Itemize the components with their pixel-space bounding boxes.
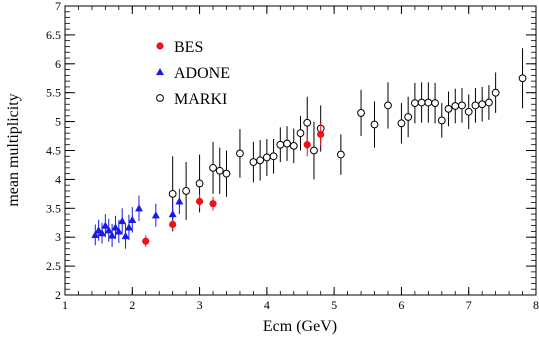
- series-bes: [142, 122, 325, 248]
- adone-point: [101, 221, 110, 229]
- marki-point: [310, 146, 318, 155]
- y-tick-label: 2: [55, 288, 61, 302]
- adone-point: [175, 197, 184, 205]
- marki-point: [249, 158, 258, 166]
- adone-point: [168, 209, 177, 218]
- marki-point: [370, 120, 379, 129]
- marki-point: [269, 152, 278, 161]
- bes-point: [209, 200, 217, 208]
- x-tick-label: 3: [197, 298, 203, 312]
- bes-point: [303, 141, 311, 149]
- adone-point: [128, 215, 137, 223]
- tick-labels: 1 2 3 4 5 6 7 822.533.544.555.566.57: [46, 0, 539, 312]
- y-tick-label: 4: [55, 172, 61, 186]
- adone-point: [124, 223, 133, 231]
- marki-point: [236, 149, 244, 158]
- marki-point: [431, 99, 439, 108]
- data-layer: [91, 48, 527, 249]
- legend-label-marki: MARKI: [174, 91, 227, 108]
- adone-point: [121, 231, 130, 240]
- y-axis-title: mean multiplicity: [5, 93, 22, 206]
- adone-point: [108, 231, 117, 239]
- y-tick-label: 6: [55, 57, 61, 71]
- adone-point: [111, 223, 120, 231]
- legend-marker-bes: [156, 42, 164, 50]
- bes-point: [142, 237, 150, 245]
- legend-marker-adone: [155, 67, 165, 76]
- marki-point: [458, 101, 466, 110]
- marki-point: [410, 99, 419, 108]
- y-tick-label: 7: [55, 0, 61, 13]
- marki-point: [424, 98, 433, 107]
- marki-point: [195, 179, 204, 188]
- adone-point: [134, 204, 144, 212]
- adone-point: [94, 226, 103, 234]
- x-tick-label: 2: [129, 298, 135, 312]
- y-tick-label: 5.5: [46, 86, 61, 100]
- marki-point: [209, 163, 217, 172]
- marki-point: [384, 101, 392, 110]
- adone-point: [91, 230, 100, 239]
- marki-point: [262, 153, 271, 162]
- bes-point: [169, 220, 177, 229]
- marki-point: [478, 100, 487, 109]
- adone-point: [151, 211, 160, 219]
- legend-label-adone: ADONE: [174, 65, 230, 82]
- marki-point: [283, 139, 291, 148]
- marki-point: [256, 156, 265, 165]
- adone-point: [104, 226, 113, 234]
- marki-point: [404, 113, 413, 121]
- x-tick-label: 7: [466, 298, 472, 312]
- marki-point: [336, 150, 345, 159]
- marki-point: [437, 116, 446, 125]
- marki-point: [464, 107, 473, 116]
- adone-point: [114, 227, 123, 235]
- marki-point: [182, 187, 191, 195]
- marki-point: [417, 98, 426, 107]
- series-adone: [91, 188, 184, 249]
- marki-point: [518, 74, 527, 83]
- y-tick-label: 6.5: [46, 28, 61, 42]
- x-axis-title: Ecm (GeV): [263, 318, 337, 335]
- marki-point: [444, 104, 453, 113]
- marki-point: [289, 141, 298, 150]
- marki-point: [451, 102, 460, 110]
- legend: BES ADONE MARKI: [155, 39, 230, 108]
- x-tick-label: 1: [62, 298, 68, 312]
- x-tick-label: 8: [533, 298, 539, 312]
- y-tick-label: 2.5: [46, 259, 61, 273]
- x-tick-label: 4: [264, 298, 270, 312]
- marki-point: [471, 101, 480, 110]
- series-marki: [168, 48, 527, 232]
- marki-point: [397, 119, 406, 128]
- adone-point: [97, 229, 107, 237]
- marki-point: [168, 189, 177, 198]
- y-tick-label: 3.5: [46, 201, 61, 215]
- marki-point: [296, 129, 305, 138]
- marki-point: [276, 140, 285, 149]
- y-tick-label: 3: [55, 230, 61, 244]
- bes-point: [317, 130, 325, 138]
- x-tick-label: 5: [331, 298, 337, 312]
- y-tick-label: 5: [55, 115, 61, 129]
- legend-marker-marki: [156, 94, 164, 102]
- marki-point: [357, 109, 365, 117]
- marki-point: [215, 166, 224, 175]
- y-tick-label: 4.5: [46, 144, 61, 158]
- legend-label-bes: BES: [174, 39, 203, 56]
- x-tick-label: 6: [398, 298, 404, 312]
- adone-point: [118, 216, 127, 225]
- bes-point: [195, 197, 204, 205]
- marki-point: [485, 98, 493, 107]
- marki-point: [222, 169, 231, 178]
- marki-point: [303, 118, 312, 127]
- marki-point: [491, 88, 500, 97]
- axis-ticks: [64, 5, 537, 296]
